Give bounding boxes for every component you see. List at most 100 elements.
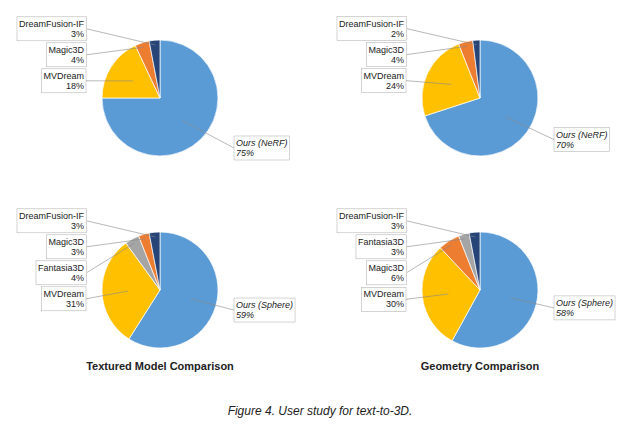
label-box: Magic3D4% <box>46 43 86 67</box>
data-label: DreamFusion-IF3% <box>339 211 405 231</box>
label-value: 59% <box>236 310 254 320</box>
label-category: DreamFusion-IF <box>339 211 405 221</box>
slices <box>102 40 218 156</box>
label-category: Fantasia3D <box>358 237 405 247</box>
slices <box>422 40 538 156</box>
data-label: Magic3D4% <box>48 45 84 65</box>
label-frame <box>234 136 290 160</box>
label-category: DreamFusion-IF <box>19 211 85 221</box>
label-value: 70% <box>556 140 574 150</box>
label-box: DreamFusion-IF3% <box>17 17 87 41</box>
data-labels: Ours (NeRF)70%MVDream24%Magic3D4%DreamFu… <box>337 17 610 152</box>
label-value: 3% <box>391 247 404 257</box>
label-box: Ours (NeRF)75% <box>234 136 290 160</box>
leader-line <box>406 81 451 85</box>
leader-line <box>406 29 476 45</box>
label-frame <box>554 296 615 320</box>
leader-line <box>406 245 451 273</box>
data-label: DreamFusion-IF3% <box>19 19 85 39</box>
label-box: MVDream31% <box>41 287 86 311</box>
label-frame <box>356 235 407 259</box>
label-frame <box>234 298 295 322</box>
label-category: DreamFusion-IF <box>339 19 405 29</box>
pie-chart: Ours (Sphere)58% MVDream30% Magic3D6% Fanta… <box>337 209 615 348</box>
data-label: Ours (NeRF)70% <box>556 130 608 150</box>
slice <box>459 40 480 98</box>
slice <box>473 40 480 98</box>
data-label: Fantasia3D3% <box>358 237 405 257</box>
label-value: 4% <box>391 55 404 65</box>
label-box: DreamFusion-IF3% <box>17 209 87 233</box>
label-value: 31% <box>66 299 84 309</box>
slices <box>102 232 218 348</box>
data-labels: Ours (Sphere)59% MVDream31% Fantasia3D4% Ma… <box>17 209 295 322</box>
label-value: 2% <box>391 29 404 39</box>
label-category: Ours (Sphere) <box>556 298 613 308</box>
label-box: DreamFusion-IF3% <box>337 209 407 233</box>
chart-title: Textured Model Comparison <box>86 360 234 372</box>
data-label: MVDream18% <box>43 71 84 91</box>
label-value: 30% <box>386 299 404 309</box>
data-label: Magic3D6% <box>368 263 404 283</box>
label-frame <box>337 209 407 233</box>
leader-line <box>86 243 134 273</box>
label-box: Ours (NeRF)70% <box>554 128 610 152</box>
leader-line <box>406 239 465 247</box>
leader-line <box>406 46 466 54</box>
data-label: Ours (NeRF)75% <box>236 138 288 158</box>
data-label: Fantasia3D4% <box>38 263 85 283</box>
label-value: 24% <box>386 81 404 91</box>
leader-line <box>86 291 128 299</box>
leader-line <box>406 294 448 299</box>
label-frame <box>361 69 406 93</box>
label-value: 4% <box>71 55 84 65</box>
pie-chart: Ours (NeRF)75% MVDream18% Magic3D4% DreamFu… <box>17 17 290 160</box>
label-box: MVDream18% <box>41 69 86 93</box>
label-value: 3% <box>71 221 84 231</box>
slice <box>469 232 480 290</box>
label-frame <box>41 69 86 93</box>
leader-line <box>86 29 154 45</box>
leader-line <box>86 80 133 81</box>
label-value: 58% <box>556 308 574 318</box>
label-category: DreamFusion-IF <box>19 19 85 29</box>
pie-chart: Ours (Sphere)59% MVDream31% Fantasia3D4% Ma… <box>17 209 295 348</box>
slice <box>102 40 218 156</box>
label-box: Fantasia3D3% <box>356 235 407 259</box>
label-category: Magic3D <box>368 263 404 273</box>
leader-line <box>183 121 234 148</box>
label-category: Magic3D <box>48 237 84 247</box>
label-box: Fantasia3D4% <box>36 261 87 285</box>
pie-chart: Ours (NeRF)70%MVDream24%Magic3D4%DreamFu… <box>337 17 610 156</box>
label-box: Magic3D6% <box>366 261 406 285</box>
label-frame <box>337 17 407 41</box>
label-value: 3% <box>391 221 404 231</box>
label-category: Ours (NeRF) <box>556 130 608 140</box>
data-label: DreamFusion-IF2% <box>339 19 405 39</box>
label-box: Magic3D4% <box>366 43 406 67</box>
label-frame <box>36 261 87 285</box>
data-label: Magic3D4% <box>368 45 404 65</box>
label-value: 75% <box>236 148 254 158</box>
label-value: 6% <box>391 273 404 283</box>
label-value: 4% <box>71 273 84 283</box>
data-label: Ours (Sphere)58% <box>556 298 613 318</box>
label-frame <box>366 43 406 67</box>
label-category: Ours (Sphere) <box>236 300 293 310</box>
label-value: 3% <box>71 29 84 39</box>
leader-line <box>86 221 154 237</box>
label-box: Ours (Sphere)59% <box>234 298 295 322</box>
label-value: 3% <box>71 247 84 257</box>
data-label: MVDream30% <box>363 289 404 309</box>
data-labels: Ours (NeRF)75% MVDream18% Magic3D4% DreamFu… <box>17 17 290 160</box>
label-frame <box>361 287 406 311</box>
data-label: MVDream31% <box>43 289 84 309</box>
slice <box>149 40 160 98</box>
label-frame <box>554 128 610 152</box>
chart-title: Geometry Comparison <box>421 360 540 372</box>
label-category: MVDream <box>43 289 84 299</box>
leader-line <box>511 298 554 308</box>
data-label: Magic3D3% <box>48 237 84 257</box>
label-frame <box>46 235 86 259</box>
slice <box>149 232 160 290</box>
